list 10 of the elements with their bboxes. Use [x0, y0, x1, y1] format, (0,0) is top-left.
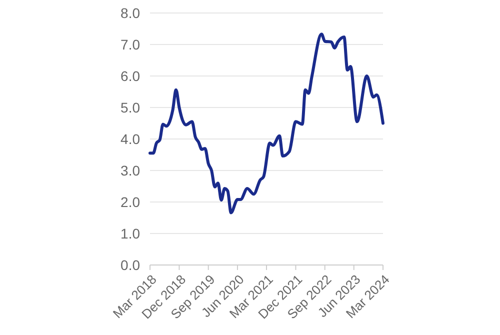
y-tick-label: 0.0: [120, 256, 140, 273]
line-series: [148, 32, 384, 214]
y-tick-label: 1.0: [120, 225, 140, 242]
y-tick-label: 3.0: [120, 162, 140, 178]
y-tick-label: 8.0: [120, 4, 140, 21]
y-tick-label: 7.0: [120, 36, 140, 52]
y-tick-label: 6.0: [120, 68, 140, 84]
y-tick-label: 5.0: [120, 99, 140, 116]
y-tick-label: 2.0: [120, 194, 140, 210]
y-tick-label: 4.0: [120, 130, 140, 147]
